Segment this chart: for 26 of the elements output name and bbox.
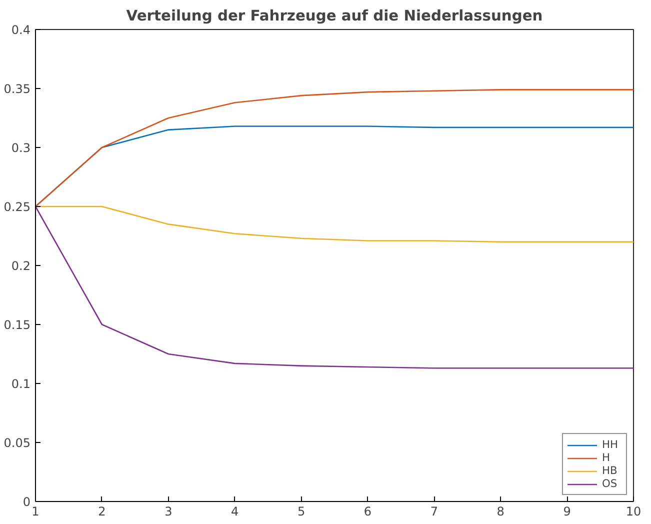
x-tick-label: 2	[98, 504, 106, 518]
x-tick-label: 3	[164, 504, 172, 518]
legend-label: HH	[602, 438, 620, 451]
x-tick-label: 7	[430, 504, 438, 518]
chart-title: Verteilung der Fahrzeuge auf die Niederlassungen	[126, 8, 543, 24]
y-tick-label: 0.4	[11, 23, 31, 37]
y-tick-label: 0.05	[4, 436, 30, 450]
legend-label: OS	[602, 477, 618, 490]
y-tick-label: 0.1	[11, 377, 31, 391]
y-tick-label: 0	[22, 495, 31, 509]
x-tick-label: 9	[563, 504, 571, 518]
line-series	[36, 206, 634, 369]
y-tick-label: 0.3	[11, 141, 31, 155]
x-tick-label: 5	[297, 504, 306, 518]
x-tick-label: 8	[496, 504, 504, 518]
y-tick-label: 0.35	[4, 82, 30, 96]
x-tick-label: 4	[231, 504, 239, 518]
legend-label: HB	[602, 464, 618, 477]
y-tick-label: 0.2	[11, 259, 31, 273]
x-tick-label: 1	[32, 504, 40, 518]
x-tick-label: 6	[364, 504, 372, 518]
y-tick-label: 0.15	[4, 318, 30, 332]
x-tick-label: 10	[626, 504, 642, 518]
line-series	[36, 89, 634, 208]
legend-label: H	[602, 451, 612, 464]
y-tick-label: 0.25	[4, 200, 30, 214]
